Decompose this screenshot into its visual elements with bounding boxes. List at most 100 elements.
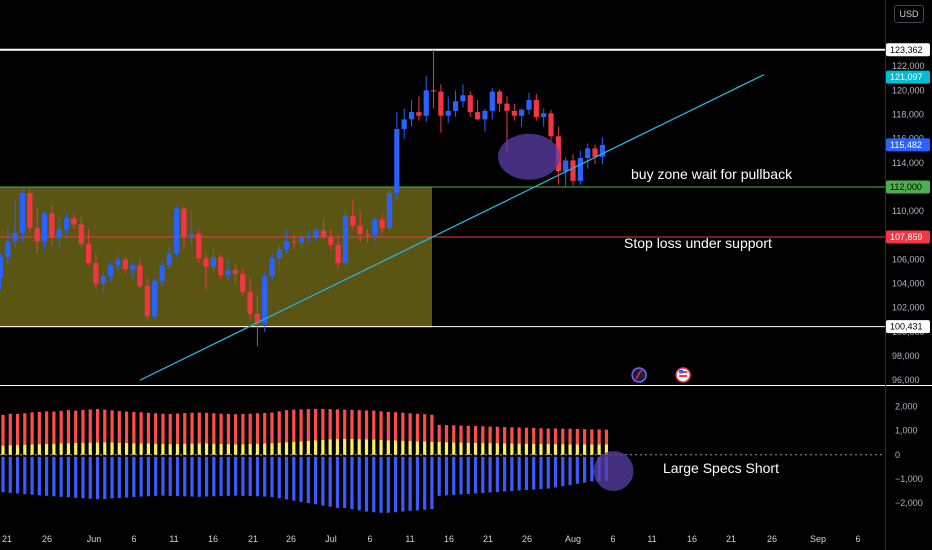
candle-body[interactable] (511, 110, 517, 116)
currency-label[interactable]: USD (894, 5, 924, 23)
cot-bar-long[interactable] (139, 412, 143, 444)
candle-body[interactable] (5, 241, 11, 258)
cot-bar-mid[interactable] (561, 444, 565, 455)
cot-bar-short[interactable] (415, 456, 419, 511)
cot-bar-long[interactable] (524, 427, 529, 444)
cot-bar-short[interactable] (364, 456, 369, 512)
candle-body[interactable] (203, 258, 209, 267)
candle-body[interactable] (460, 95, 466, 102)
candle-body[interactable] (284, 241, 290, 250)
cot-bar-short[interactable] (66, 456, 71, 498)
cot-bar-mid[interactable] (401, 440, 405, 455)
cot-bar-short[interactable] (510, 456, 514, 492)
candle-body[interactable] (372, 219, 378, 236)
cot-bar-long[interactable] (364, 410, 369, 440)
cot-bar-long[interactable] (154, 413, 158, 444)
cot-bar-short[interactable] (590, 456, 594, 482)
cot-bar-short[interactable] (45, 456, 49, 496)
cot-bar-long[interactable] (321, 408, 325, 440)
cot-bar-short[interactable] (401, 456, 405, 512)
cot-bar-mid[interactable] (459, 442, 463, 455)
cot-bar-mid[interactable] (74, 442, 78, 455)
cot-bar-short[interactable] (110, 456, 114, 499)
candle-body[interactable] (166, 253, 172, 266)
cot-bar-mid[interactable] (139, 443, 143, 455)
cot-bar-mid[interactable] (154, 443, 158, 455)
cot-bar-long[interactable] (110, 410, 114, 443)
candle-body[interactable] (445, 110, 451, 116)
cot-bar-short[interactable] (204, 456, 209, 497)
cot-bar-long[interactable] (583, 429, 587, 445)
cot-bar-short[interactable] (59, 456, 63, 497)
cot-bar-long[interactable] (553, 428, 558, 445)
cot-bar-mid[interactable] (524, 443, 529, 455)
cot-bar-long[interactable] (204, 412, 209, 444)
cot-bar-short[interactable] (321, 456, 325, 506)
candle-body[interactable] (408, 112, 415, 120)
cot-bar-mid[interactable] (488, 443, 492, 455)
cot-bar-short[interactable] (343, 456, 347, 508)
cot-bar-mid[interactable] (263, 443, 267, 455)
cot-bar-mid[interactable] (379, 439, 383, 455)
cot-bar-short[interactable] (30, 456, 34, 495)
candle-body[interactable] (240, 273, 246, 293)
cot-bar-mid[interactable] (321, 439, 325, 455)
cot-bar-short[interactable] (234, 456, 238, 496)
cot-bar-short[interactable] (408, 456, 412, 511)
cot-bar-long[interactable] (444, 425, 449, 443)
cot-bar-mid[interactable] (372, 439, 376, 455)
cot-bar-long[interactable] (74, 410, 78, 443)
cot-bar-mid[interactable] (452, 442, 456, 455)
cot-bar-short[interactable] (335, 456, 340, 508)
cot-bar-mid[interactable] (255, 443, 260, 455)
cot-bar-mid[interactable] (168, 444, 172, 455)
cot-bar-mid[interactable] (517, 443, 521, 455)
candle-body[interactable] (12, 232, 18, 242)
candle-body[interactable] (100, 276, 106, 284)
candle-body[interactable] (416, 112, 422, 116)
cot-bar-long[interactable] (597, 429, 601, 445)
cot-bar-long[interactable] (270, 412, 274, 444)
candle-body[interactable] (592, 148, 598, 157)
cot-bar-short[interactable] (583, 456, 587, 483)
cot-bar-short[interactable] (437, 456, 441, 496)
cot-bar-short[interactable] (161, 456, 165, 496)
cot-bar-mid[interactable] (15, 444, 20, 455)
cot-bar-short[interactable] (357, 456, 361, 511)
cot-bar-mid[interactable] (423, 441, 427, 455)
candle-body[interactable] (379, 219, 385, 229)
cot-bar-long[interactable] (59, 410, 63, 444)
cot-bar-mid[interactable] (350, 438, 354, 455)
cot-bar-short[interactable] (466, 456, 470, 494)
cot-bar-long[interactable] (328, 409, 332, 440)
cot-bar-short[interactable] (575, 456, 579, 484)
cot-bar-long[interactable] (604, 429, 609, 445)
cot-bar-long[interactable] (481, 426, 485, 443)
cot-bar-mid[interactable] (590, 444, 594, 455)
cot-bar-long[interactable] (212, 413, 216, 444)
candle-body[interactable] (269, 258, 275, 277)
cot-bar-long[interactable] (386, 411, 390, 441)
candle-body[interactable] (430, 90, 437, 92)
cot-bar-long[interactable] (415, 413, 419, 442)
cot-bar-short[interactable] (219, 456, 223, 497)
cot-bar-mid[interactable] (473, 442, 478, 455)
cot-bar-long[interactable] (226, 413, 230, 445)
cot-bar-short[interactable] (154, 456, 158, 496)
cot-bar-mid[interactable] (88, 442, 92, 455)
candle-body[interactable] (386, 193, 393, 229)
cot-bar-long[interactable] (117, 411, 121, 443)
candle-body[interactable] (78, 224, 84, 244)
cot-bar-mid[interactable] (117, 442, 121, 455)
candle-body[interactable] (19, 193, 26, 233)
cot-bar-short[interactable] (292, 456, 296, 501)
cot-bar-mid[interactable] (437, 441, 441, 455)
cot-bar-short[interactable] (553, 456, 558, 488)
candle-body[interactable] (122, 259, 128, 270)
cot-bar-long[interactable] (510, 427, 514, 444)
cot-bar-mid[interactable] (532, 443, 536, 455)
candle-body[interactable] (394, 129, 400, 194)
cot-bar-long[interactable] (299, 409, 303, 442)
cot-bar-long[interactable] (8, 413, 12, 446)
